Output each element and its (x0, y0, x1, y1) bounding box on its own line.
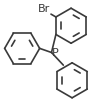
Text: Br: Br (38, 4, 50, 14)
Text: P: P (52, 48, 59, 58)
